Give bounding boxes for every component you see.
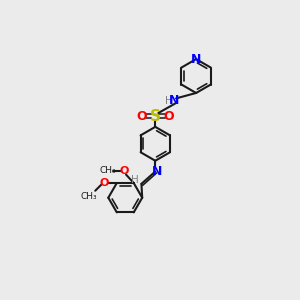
Text: CH₃: CH₃: [81, 192, 98, 201]
Text: H: H: [164, 96, 172, 106]
Text: O: O: [100, 178, 109, 188]
Text: S: S: [150, 109, 161, 124]
Text: O: O: [164, 110, 175, 123]
Text: O: O: [120, 166, 129, 176]
Text: N: N: [191, 52, 201, 66]
Text: CH₃: CH₃: [99, 166, 116, 175]
Text: O: O: [136, 110, 147, 123]
Text: N: N: [169, 94, 180, 107]
Text: N: N: [152, 165, 162, 178]
Text: H: H: [131, 175, 139, 185]
